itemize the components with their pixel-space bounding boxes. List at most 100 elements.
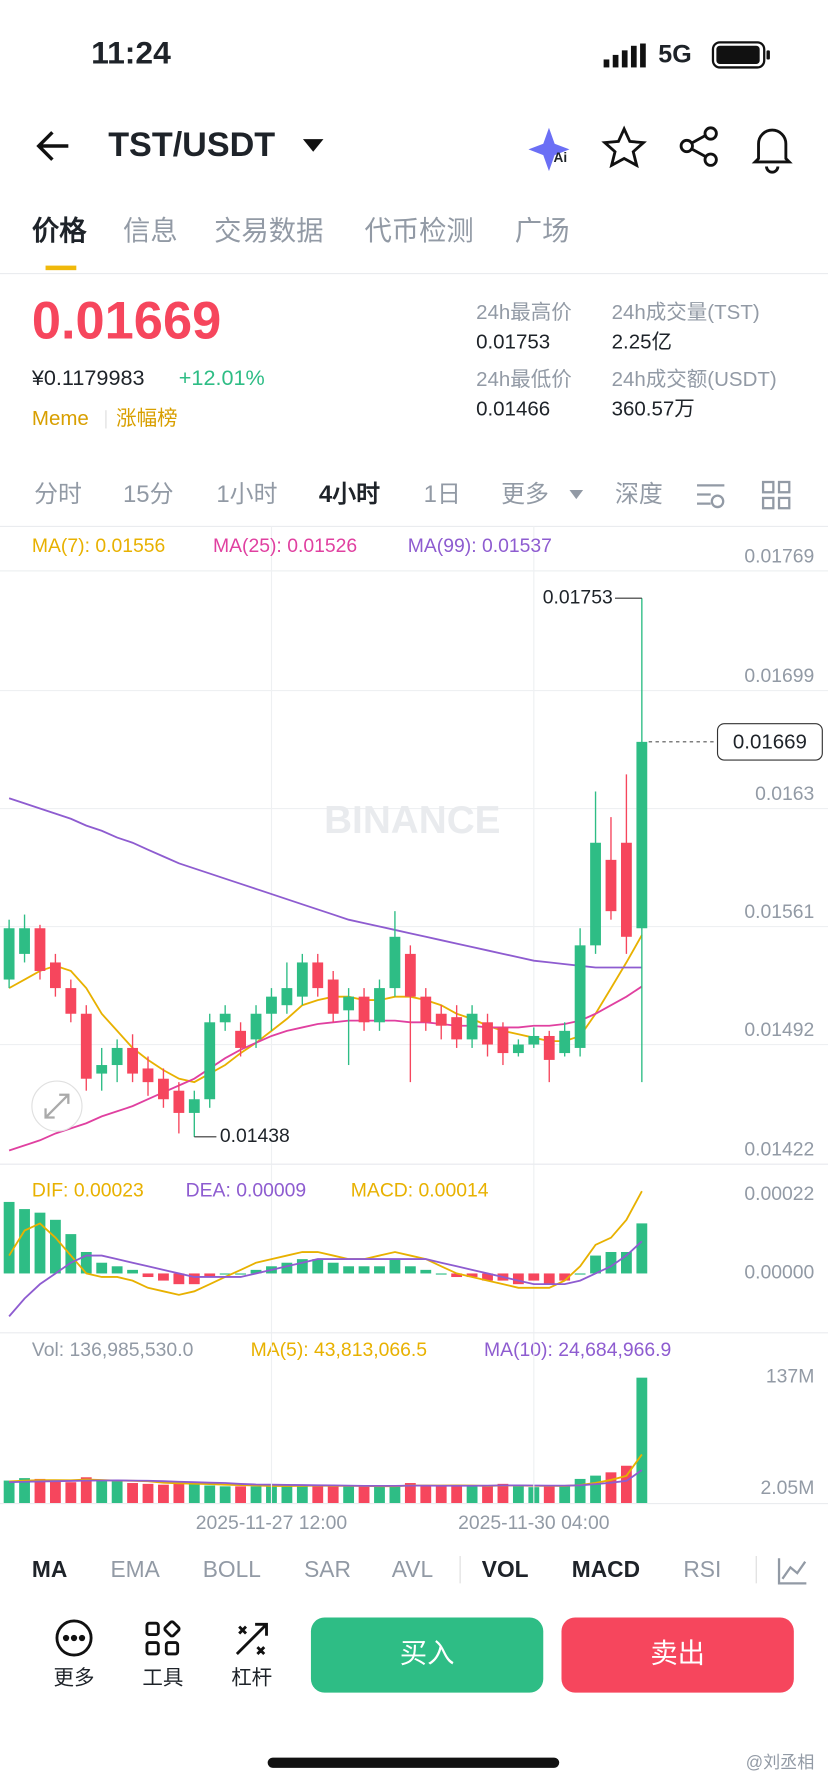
candle-body (451, 1017, 463, 1040)
settings-icon[interactable] (697, 484, 725, 509)
share-button[interactable] (679, 126, 718, 167)
macd-bar (3, 1201, 15, 1274)
macd-bar (34, 1212, 46, 1274)
stat-label: 24h最低价 (476, 368, 572, 391)
indicator-tab[interactable]: EMA (110, 1556, 160, 1582)
tab[interactable]: 价格 (32, 215, 87, 246)
tools-icon[interactable] (145, 1620, 181, 1656)
indicator-tab[interactable]: MACD (572, 1556, 640, 1582)
macd-bar (451, 1273, 463, 1278)
ai-icon[interactable]: Ai (528, 127, 570, 172)
min-label: 0.01438 (220, 1125, 290, 1147)
volume-bar (19, 1478, 30, 1504)
macd-bar (281, 1262, 293, 1274)
tools-label[interactable]: 工具 (142, 1666, 183, 1689)
interval-tab[interactable]: 更多 (501, 481, 549, 508)
indicator-tab[interactable]: VOL (482, 1556, 529, 1582)
y-tick-label: 137M (766, 1366, 814, 1388)
indicator-tab[interactable]: RSI (683, 1556, 721, 1582)
candle-body (512, 1044, 524, 1054)
legend-label: MACD: 0.00014 (351, 1180, 489, 1202)
leverage-icon[interactable] (235, 1622, 268, 1655)
alert-button[interactable] (751, 128, 793, 174)
macd-bar (482, 1273, 493, 1281)
candle-body (235, 1030, 247, 1048)
sell-button[interactable] (561, 1617, 794, 1693)
more-label[interactable]: 更多 (54, 1666, 95, 1689)
macd-bar (127, 1269, 138, 1274)
macd-bar (435, 1273, 447, 1275)
tag-meme[interactable]: Meme (32, 407, 89, 430)
indicator-tab[interactable]: AVL (392, 1556, 433, 1582)
candle-body (127, 1047, 138, 1074)
macd-bar (296, 1259, 308, 1274)
volume-bar (636, 1377, 648, 1504)
candle-body (173, 1090, 185, 1113)
macd-bar (389, 1259, 401, 1274)
candle-body (111, 1047, 123, 1066)
candle-body (19, 928, 30, 954)
x-tick-label: 2025-11-27 12:00 (196, 1512, 348, 1534)
candle-body (482, 1022, 493, 1045)
legend-label: MA(5): 43,813,066.5 (251, 1339, 427, 1361)
volume-bar (188, 1483, 200, 1504)
interval-tab[interactable]: 4小时 (319, 481, 380, 508)
macd-bar (312, 1259, 324, 1274)
indicator-tab[interactable]: MA (32, 1556, 67, 1582)
interval-tab[interactable]: 1小时 (216, 481, 277, 508)
chart-style-icon[interactable] (777, 1558, 807, 1585)
indicator-tab[interactable]: BOLL (203, 1556, 261, 1582)
y-tick-label: 0.01769 (744, 545, 814, 567)
candle-body (559, 1030, 571, 1054)
buy-button[interactable] (310, 1617, 544, 1693)
candle-body (96, 1065, 108, 1074)
pair-title[interactable]: TST/USDT (108, 126, 275, 164)
volume-bar (3, 1480, 15, 1504)
indicator-tab[interactable]: SAR (304, 1556, 351, 1582)
layout-icon[interactable] (761, 480, 791, 510)
volume-bar (605, 1472, 617, 1504)
legend-label: MA(25): 0.01526 (213, 535, 357, 557)
tab[interactable]: 代币检测 (364, 215, 473, 246)
macd-bar (559, 1273, 571, 1281)
pair-caret[interactable] (302, 139, 324, 152)
favorite-button[interactable] (601, 125, 647, 169)
volume-bar (80, 1477, 92, 1504)
volume-bar (559, 1486, 571, 1504)
sell-label[interactable]: 卖出 (650, 1637, 705, 1668)
candle-body (374, 988, 385, 1023)
back-button[interactable] (36, 131, 69, 161)
volume-bar (543, 1486, 555, 1504)
volume-bar (590, 1475, 601, 1504)
tab[interactable]: 广场 (515, 215, 570, 246)
last-price: 0.01669 (32, 293, 221, 351)
macd-bar (528, 1273, 540, 1281)
tab[interactable]: 交易数据 (214, 215, 323, 246)
stat-label: 24h最高价 (476, 301, 572, 324)
candle-body (497, 1027, 509, 1054)
volume-bar (451, 1485, 463, 1504)
macd-bar (158, 1273, 169, 1281)
interval-tab[interactable]: 15分 (123, 481, 173, 508)
candle-body (65, 988, 77, 1014)
candle-body (250, 1013, 262, 1040)
candle-body (219, 1013, 231, 1023)
volume-bar (96, 1480, 108, 1504)
volume-bar (621, 1465, 632, 1504)
interval-tab[interactable]: 1日 (424, 481, 461, 508)
y-tick-label: 0.01699 (744, 665, 814, 687)
leverage-label[interactable]: 杠杆 (231, 1666, 272, 1689)
interval-tab[interactable]: 深度 (615, 481, 663, 508)
more-icon[interactable] (55, 1619, 93, 1657)
tab[interactable]: 信息 (123, 215, 178, 246)
interval-tab[interactable]: 分时 (34, 481, 82, 508)
expand-button[interactable] (31, 1080, 83, 1132)
buy-label[interactable]: 买入 (400, 1637, 455, 1668)
legend-label: Vol: 136,985,530.0 (32, 1339, 194, 1361)
volume-bar (296, 1485, 308, 1504)
candle-body (49, 962, 61, 989)
tag-rank[interactable]: 涨幅榜 (116, 407, 178, 430)
legend-label: DIF: 0.00023 (32, 1180, 144, 1202)
volume-bar (173, 1483, 185, 1504)
